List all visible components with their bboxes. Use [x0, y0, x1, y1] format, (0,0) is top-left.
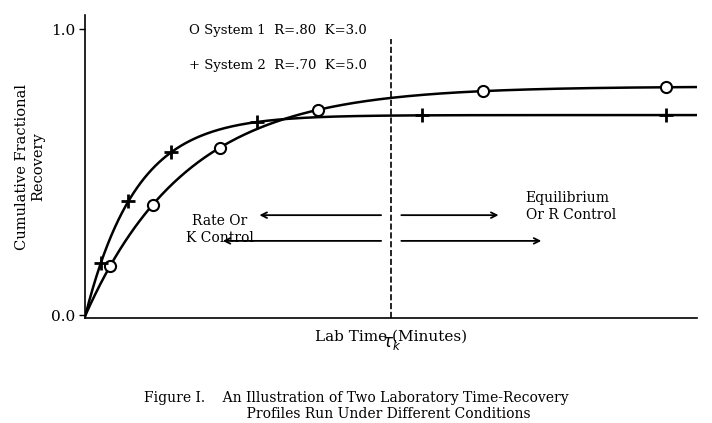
- Text: O System 1  R=.80  K=3.0: O System 1 R=.80 K=3.0: [189, 24, 367, 37]
- Y-axis label: Cumulative Fractional
Recovery: Cumulative Fractional Recovery: [15, 84, 45, 250]
- Text: + System 2  R=.70  K=5.0: + System 2 R=.70 K=5.0: [189, 59, 367, 72]
- Text: Equilibrium
Or R Control: Equilibrium Or R Control: [525, 192, 616, 222]
- Text: $\tau_k$: $\tau_k$: [382, 335, 401, 352]
- Text: Rate Or
K Control: Rate Or K Control: [186, 214, 254, 244]
- Text: Figure I.    An Illustration of Two Laboratory Time-Recovery
               Prof: Figure I. An Illustration of Two Laborat…: [144, 391, 568, 421]
- X-axis label: Lab Time (Minutes): Lab Time (Minutes): [315, 329, 467, 343]
